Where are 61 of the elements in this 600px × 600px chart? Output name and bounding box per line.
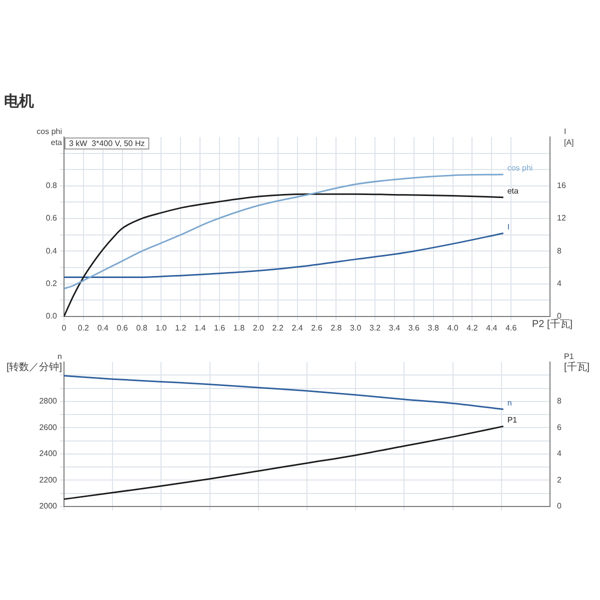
annotation: 3 kW 3*400 V, 50 Hz (69, 139, 145, 148)
x-tick-label: 3.2 (369, 323, 382, 332)
x-tick-label: 2.4 (292, 323, 304, 332)
x-tick-label: 1.8 (233, 323, 246, 332)
series-label: eta (507, 186, 520, 196)
line-series (64, 193, 504, 316)
y-tick-label: 0.4 (46, 246, 58, 256)
x-tick-label: 1.0 (156, 323, 168, 332)
y-tick-label: 2800 (39, 396, 58, 406)
y2-tick-label: 2 (557, 475, 562, 484)
x-tick-label: 4.2 (466, 323, 478, 332)
y-tick-label: 2000 (39, 502, 58, 511)
x-axis-title: P2 [千瓦] (532, 318, 573, 330)
y-axis-title: cos phi eta (36, 127, 63, 148)
y-tick-label: 0.8 (46, 181, 58, 190)
chart-title: 电机 (4, 92, 35, 111)
x-tick-label: 0 (62, 323, 67, 332)
y2-tick-label: 0 (557, 312, 562, 321)
y2-axis-title: P1 [千瓦] (564, 352, 590, 373)
x-tick-label: 3.4 (388, 323, 401, 332)
x-tick-label: 1.6 (214, 323, 226, 332)
line-series (64, 426, 504, 500)
x-tick-label: 0.6 (116, 323, 128, 332)
y2-tick-label: 4 (557, 449, 562, 458)
x-tick-label: 3.8 (428, 323, 440, 332)
line-series (64, 174, 504, 290)
y-tick-label: 0.2 (46, 278, 58, 288)
y2-tick-label: 8 (557, 246, 562, 256)
y-axis-title: n [转数／分钟] (6, 352, 62, 373)
x-tick-label: 3.0 (350, 323, 362, 332)
x-tick-label: 4.4 (486, 323, 498, 332)
x-tick-label: 4.0 (447, 323, 459, 332)
x-tick-label: 1.2 (175, 323, 187, 332)
y-tick-label: 2200 (39, 475, 58, 484)
y2-tick-label: 0 (557, 502, 562, 511)
x-tick-label: 2.8 (330, 323, 342, 332)
y-tick-label: 0.6 (46, 214, 58, 223)
x-tick-label: 2.2 (272, 323, 284, 332)
y2-axis-title: I [A] (564, 127, 574, 148)
y-tick-label: 2400 (39, 449, 58, 458)
y2-tick-label: 12 (557, 214, 566, 223)
x-tick-label: 2.6 (311, 323, 323, 332)
series-label: n (507, 398, 512, 408)
y2-tick-label: 16 (557, 181, 566, 190)
line-series (64, 375, 504, 410)
y-tick-label: 0.0 (46, 312, 58, 321)
series-label: P1 (507, 416, 518, 425)
x-tick-label: 0.2 (78, 323, 90, 332)
y2-tick-label: 6 (557, 422, 562, 432)
y2-tick-label: 8 (557, 396, 562, 406)
x-tick-label: 1.4 (194, 323, 206, 332)
y2-tick-label: 4 (557, 278, 562, 288)
x-tick-label: 0.4 (97, 323, 109, 332)
line-series (64, 232, 504, 278)
y-tick-label: 2600 (39, 422, 58, 432)
x-tick-label: 0.8 (136, 323, 148, 332)
x-tick-label: 3.6 (408, 323, 420, 332)
series-label: cos phi (507, 164, 533, 173)
x-tick-label: 4.6 (506, 323, 518, 332)
series-label: I (507, 222, 510, 232)
x-tick-label: 2.0 (252, 323, 265, 332)
